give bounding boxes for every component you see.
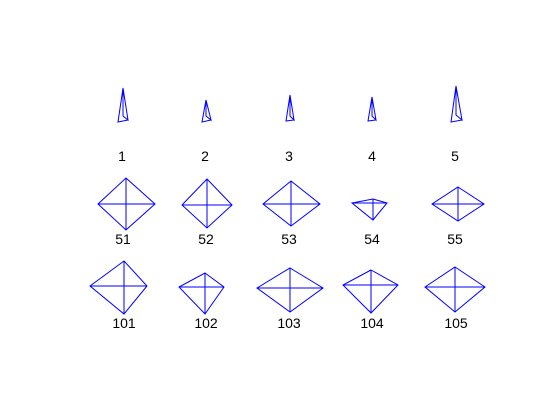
tetrahedron-glyph <box>285 94 295 122</box>
tetrahedron-glyph <box>178 272 225 315</box>
tetrahedron-glyph <box>262 180 321 227</box>
tetrahedron-glyph <box>431 186 485 222</box>
shape-label: 103 <box>277 315 301 331</box>
shape-label: 2 <box>201 148 209 164</box>
shape-group-row-2 <box>97 177 485 231</box>
shape-label: 55 <box>447 231 463 247</box>
shape-label: 51 <box>115 231 131 247</box>
shape-group-row-1 <box>117 85 463 123</box>
shape-label: 3 <box>285 148 293 164</box>
tetrahedron-glyph <box>350 198 388 221</box>
tetrahedron-glyph <box>89 260 148 315</box>
label-group-row-2: 51 52 53 54 55 <box>115 231 463 247</box>
label-group-row-1: 1 2 3 4 5 <box>118 148 459 164</box>
shape-label: 52 <box>198 231 214 247</box>
shape-label: 1 <box>118 148 126 164</box>
tetrahedron-glyph <box>256 267 324 313</box>
tetrahedron-glyph <box>181 178 233 229</box>
shape-label: 104 <box>360 315 384 331</box>
shape-label: 4 <box>368 148 376 164</box>
shape-label: 102 <box>194 315 218 331</box>
shape-label: 101 <box>112 315 136 331</box>
label-group-row-3: 101 102 103 104 105 <box>112 315 468 331</box>
tetrahedron-glyph <box>367 96 377 122</box>
tetrahedron-glyph <box>342 269 399 314</box>
tetrahedron-glyph <box>201 99 212 123</box>
tetrahedron-glyph <box>424 266 486 313</box>
tetrahedron-glyph <box>450 85 463 123</box>
shape-label: 5 <box>451 148 459 164</box>
tetrahedron-glyph <box>97 177 156 231</box>
shape-group-row-3 <box>89 260 486 315</box>
tetrahedron-glyph <box>117 87 129 123</box>
shape-label: 54 <box>364 231 380 247</box>
shape-label: 105 <box>444 315 468 331</box>
shape-label: 53 <box>281 231 297 247</box>
